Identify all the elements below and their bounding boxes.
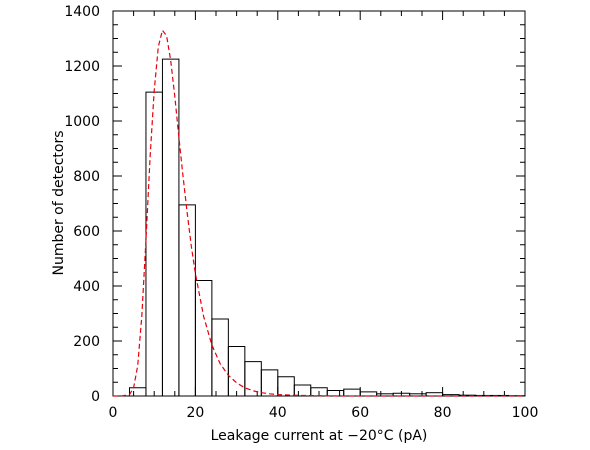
x-tick-label: 60 bbox=[351, 405, 369, 421]
histogram-bar-13 bbox=[343, 388, 361, 397]
x-tick-label: 80 bbox=[434, 405, 452, 421]
histogram-bar-0 bbox=[128, 387, 147, 397]
x-axis-label: Leakage current at −20°C (pA) bbox=[211, 428, 428, 444]
histogram-bar-9 bbox=[277, 376, 295, 397]
y-tick-label: 800 bbox=[73, 169, 100, 185]
y-tick-label: 0 bbox=[91, 389, 100, 405]
x-tick-label: 100 bbox=[512, 405, 539, 421]
fit-curve bbox=[113, 28, 525, 397]
histogram-bar-5 bbox=[211, 318, 229, 397]
y-tick-labels: 0 200 400 600 800 1000 1200 1400 bbox=[64, 4, 100, 405]
histogram-bar-14 bbox=[359, 391, 378, 397]
y-tick-label: 1200 bbox=[64, 59, 100, 75]
histogram-bar-8 bbox=[260, 369, 279, 397]
y-tick-label: 1400 bbox=[64, 4, 100, 20]
y-tick-label: 200 bbox=[73, 334, 100, 350]
histogram-bar-6 bbox=[227, 346, 246, 397]
axis-ticks bbox=[112, 10, 526, 397]
histogram-bars bbox=[128, 58, 526, 397]
histogram-bar-1 bbox=[145, 91, 163, 397]
histogram-bar-7 bbox=[244, 361, 262, 397]
histogram-bar-10 bbox=[293, 384, 312, 397]
y-tick-label: 400 bbox=[73, 279, 100, 295]
x-tick-label: 0 bbox=[109, 405, 118, 421]
y-tick-label: 600 bbox=[73, 224, 100, 240]
x-tick-label: 40 bbox=[269, 405, 287, 421]
y-tick-label: 1000 bbox=[64, 114, 100, 130]
x-tick-labels: 0 20 40 60 80 100 bbox=[109, 405, 539, 421]
y-axis-label: Number of detectors bbox=[51, 130, 67, 275]
histogram-bar-3 bbox=[178, 204, 196, 397]
x-tick-label: 20 bbox=[186, 405, 204, 421]
plot-frame bbox=[112, 10, 526, 397]
histogram-bar-12 bbox=[326, 390, 345, 397]
